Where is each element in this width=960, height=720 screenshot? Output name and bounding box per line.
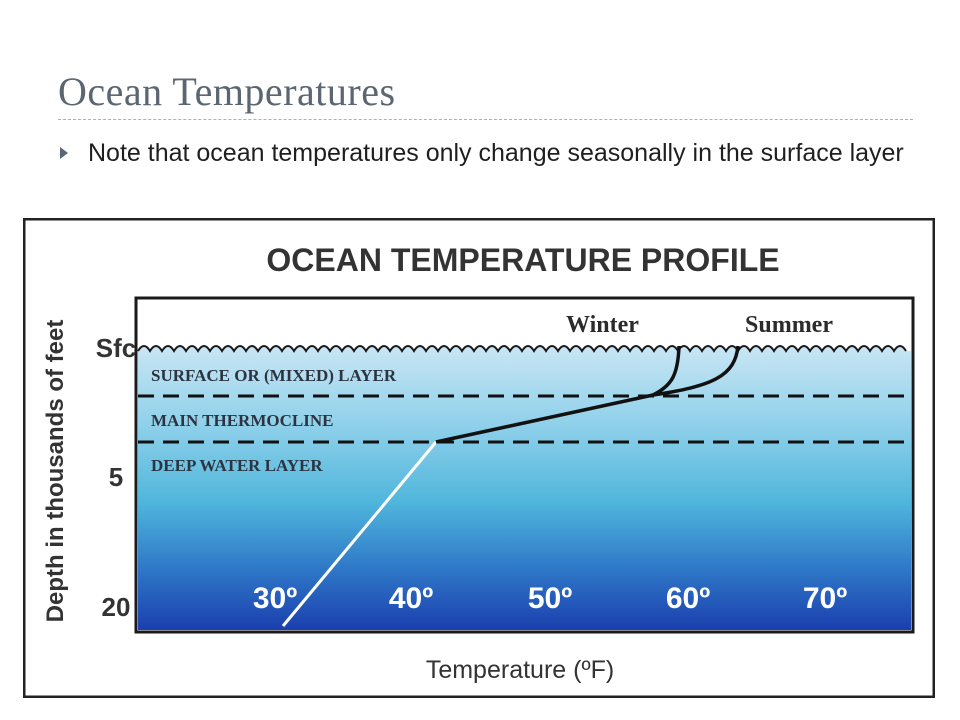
deep-water-profile-line: [281, 441, 438, 627]
y-axis-title: Depth in thousands of feet: [42, 320, 69, 623]
profile-diagram: OCEAN TEMPERATURE PROFILE SURFACE OR (MI…: [23, 218, 935, 698]
thermocline-profile-line: [435, 393, 654, 444]
figure-title: OCEAN TEMPERATURE PROFILE: [266, 242, 779, 278]
layer-label-surface: SURFACE OR (MIXED) LAYER: [151, 366, 397, 385]
layer-label-deep: DEEP WATER LAYER: [151, 456, 323, 475]
depth-label-surface: Sfc: [96, 333, 136, 363]
temperature-label-30: 30º: [253, 582, 297, 615]
bullet-arrow-icon: [60, 147, 68, 159]
ocean-temperature-profile-figure: OCEAN TEMPERATURE PROFILE SURFACE OR (MI…: [23, 218, 935, 698]
layer-label-thermocline: MAIN THERMOCLINE: [151, 411, 333, 430]
x-axis-title: Temperature (ºF): [426, 656, 614, 684]
temperature-label-40: 40º: [389, 582, 433, 615]
wave-line: [137, 345, 907, 353]
water-body: [138, 346, 911, 630]
slide-title: Ocean Temperatures: [58, 69, 396, 114]
depth-label-5: 5: [109, 462, 123, 492]
temperature-label-50: 50º: [528, 582, 572, 615]
depth-label-20: 20: [102, 592, 131, 622]
bullet-text: Note that ocean temperatures only change…: [88, 139, 904, 167]
title-divider: [58, 119, 913, 120]
temperature-label-70: 70º: [803, 582, 847, 615]
summer-profile-curve: [652, 345, 740, 397]
temperature-label-60: 60º: [666, 582, 710, 615]
curve-label-summer: Summer: [745, 312, 833, 338]
curve-label-winter: Winter: [566, 312, 639, 338]
